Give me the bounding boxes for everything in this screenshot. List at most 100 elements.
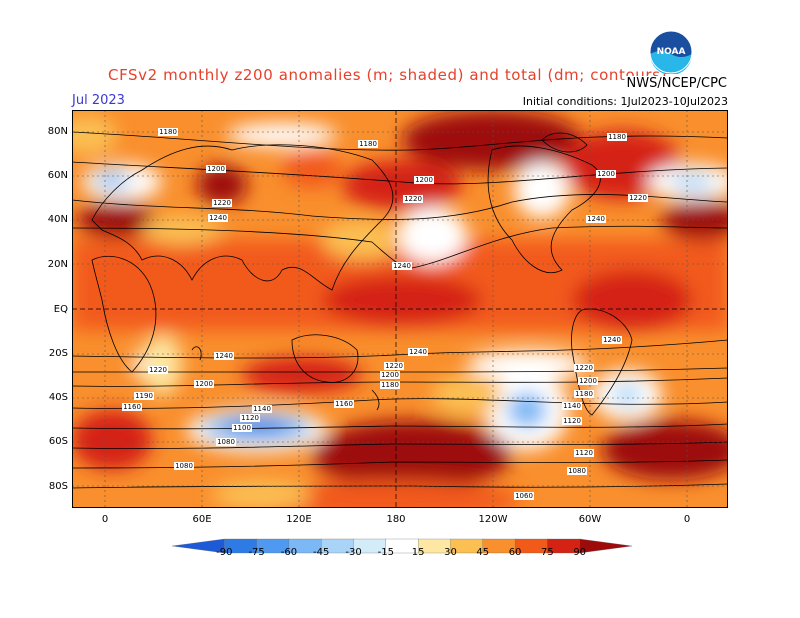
contour-label: 1200 xyxy=(381,371,399,379)
logo-text: NOAA xyxy=(657,47,686,57)
contour-label: 1140 xyxy=(253,405,271,413)
lat-label: 40S xyxy=(48,392,68,403)
contour-label: 1220 xyxy=(385,362,403,370)
colorbar-tick-label: -60 xyxy=(280,547,298,558)
lat-lon-grid xyxy=(72,110,728,508)
contour-label-bg xyxy=(574,364,594,372)
initial-conditions-label: Initial conditions: 1Jul2023-10Jul2023 xyxy=(522,95,728,108)
colorbar-tick-label: 60 xyxy=(508,547,522,558)
contour-label-bg xyxy=(574,390,594,398)
colorbar-tick-label: -15 xyxy=(377,547,395,558)
contour-label: 1240 xyxy=(393,262,411,270)
contour-label-bg xyxy=(214,352,234,360)
colorbar-tick-label: 75 xyxy=(541,547,554,558)
contour-label-bg xyxy=(252,405,272,413)
contour-label: 1200 xyxy=(579,377,597,385)
contour-label-bg xyxy=(380,381,400,389)
contour-label: 1240 xyxy=(215,352,233,360)
contour-label: 1140 xyxy=(563,402,581,410)
colorbar-tick-label: -90 xyxy=(216,547,233,558)
lon-label: 120W xyxy=(478,514,508,525)
contour-label: 1080 xyxy=(175,462,193,470)
contour-label-bg xyxy=(240,414,260,422)
anomaly-shading xyxy=(72,110,728,508)
contour-label-bg xyxy=(216,438,236,446)
chart-title: CFSv2 monthly z200 anomalies (m; shaded)… xyxy=(108,66,668,84)
contour-label-bg xyxy=(578,377,598,385)
lat-label: 20S xyxy=(48,348,68,359)
contour-label-bg xyxy=(628,194,648,202)
contour-label-bg xyxy=(194,380,214,388)
contour-label-bg xyxy=(574,449,594,457)
colorbar-tick-label: 45 xyxy=(476,547,490,558)
colorbar-tick-label: -75 xyxy=(248,547,265,558)
contour-label: 1080 xyxy=(568,467,586,475)
lat-label: 80N xyxy=(47,126,68,137)
contour-label-bg xyxy=(158,128,178,136)
contour-label: 1240 xyxy=(587,215,605,223)
colorbar-tick-label: -45 xyxy=(313,547,330,558)
contour-label-bg xyxy=(392,262,412,270)
contour-label: 1220 xyxy=(149,366,167,374)
contour-label: 1180 xyxy=(575,390,593,398)
lat-label: EQ xyxy=(53,304,68,315)
contour-label-bg xyxy=(148,366,168,374)
period-label: Jul 2023 xyxy=(72,93,125,108)
lat-label: 60S xyxy=(48,436,68,447)
contour-label: 1160 xyxy=(335,400,353,408)
contour-label-bg xyxy=(174,462,194,470)
lat-label: 20N xyxy=(47,259,68,270)
colorbar-tick-label: 30 xyxy=(444,547,457,558)
contour-label-bg xyxy=(358,140,378,148)
contour-label-bg xyxy=(232,424,252,432)
contour-label-bg xyxy=(562,402,582,410)
contour-label: 1200 xyxy=(597,170,615,178)
contour-label: 1080 xyxy=(217,438,235,446)
colorbar-tick-label: 90 xyxy=(573,547,587,558)
noaa-logo: NOAA xyxy=(649,30,693,74)
lon-label: 120E xyxy=(286,514,312,525)
contour-label: 1220 xyxy=(629,194,647,202)
contour-label-bg xyxy=(403,195,423,203)
colorbar-tick-label: -30 xyxy=(345,547,362,558)
lon-label: 60W xyxy=(578,514,602,525)
contour-label-bg xyxy=(562,417,582,425)
contour-label-bg xyxy=(514,492,534,500)
contour-label: 1180 xyxy=(359,140,377,148)
contour-label-bg xyxy=(380,371,400,379)
coastlines xyxy=(91,132,633,416)
contour-label: 1200 xyxy=(207,165,225,173)
contour-label-bg xyxy=(334,400,354,408)
lat-label: 40N xyxy=(47,214,68,225)
contour-label-bg xyxy=(384,362,404,370)
contour-label: 1200 xyxy=(195,380,213,388)
contour-label-bg xyxy=(208,214,228,222)
contour-label-bg xyxy=(206,165,226,173)
colorbar-tick-label: 15 xyxy=(411,547,425,558)
contour-label-bg xyxy=(607,133,627,141)
contour-label-bg xyxy=(602,336,622,344)
contour-label: 1180 xyxy=(159,128,177,136)
contour-label: 1240 xyxy=(603,336,621,344)
contour-label: 1120 xyxy=(563,417,581,425)
lon-label: 0 xyxy=(101,514,109,525)
lon-label: 180 xyxy=(386,514,406,525)
contour-label: 1220 xyxy=(404,195,422,203)
contour-label: 1190 xyxy=(135,392,153,400)
lon-label: 0 xyxy=(683,514,691,525)
contour-label: 1180 xyxy=(608,133,626,141)
lon-label: 60E xyxy=(192,514,212,525)
contour-label: 1240 xyxy=(209,214,227,222)
agency-label: NWS/NCEP/CPC xyxy=(624,76,729,91)
contour-label: 1180 xyxy=(381,381,399,389)
contour-label-bg xyxy=(414,176,434,184)
colorbar xyxy=(172,538,632,554)
contour-label-bg xyxy=(408,348,428,356)
contour-label: 1220 xyxy=(575,364,593,372)
contour-label: 1200 xyxy=(415,176,433,184)
contour-label-bg xyxy=(567,467,587,475)
contour-label: 1060 xyxy=(515,492,533,500)
contour-label-bg xyxy=(586,215,606,223)
